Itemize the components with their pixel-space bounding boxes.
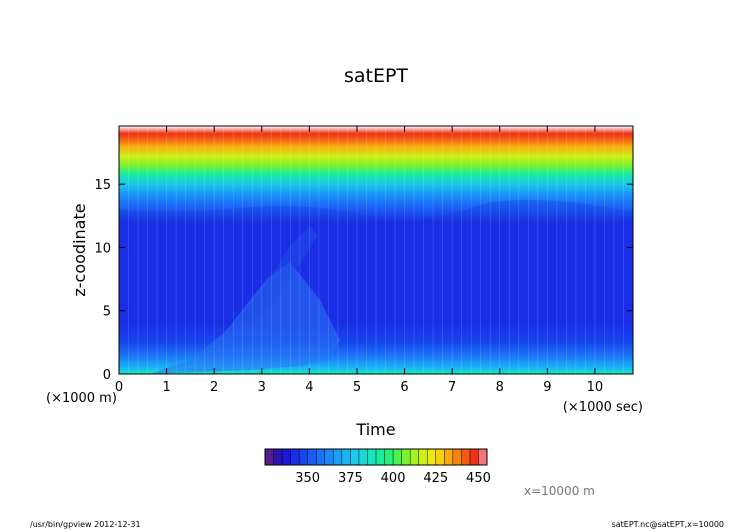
- colorbar-tick-label: 375: [338, 471, 363, 486]
- x-axis: 0 1 2 3 4 5 6 7 8 9 10: [115, 126, 603, 395]
- colorbar-swatch: [350, 449, 360, 465]
- x-tick-label: 4: [305, 380, 313, 395]
- colorbar-swatch: [452, 449, 462, 465]
- x-axis-unit: (×1000 sec): [563, 400, 643, 415]
- footer-right: satEPT.nc@satEPT,x=10000: [612, 520, 724, 529]
- x-tick-label: 3: [258, 380, 266, 395]
- colorbar-swatch: [290, 449, 300, 465]
- y-tick-label: 5: [103, 305, 111, 320]
- updraft-band: [238, 226, 318, 326]
- colorbar-swatch: [358, 449, 368, 465]
- x-tick-label: 6: [400, 380, 408, 395]
- x-tick-label: 7: [448, 380, 456, 395]
- colorbar-tick-label: 350: [295, 471, 320, 486]
- colorbar-swatch: [469, 449, 479, 465]
- colorbar-swatch: [384, 449, 394, 465]
- colorbar-swatch: [273, 449, 283, 465]
- colorbar-swatch: [376, 449, 385, 465]
- x-tick-label: 9: [543, 380, 551, 395]
- colorbar-swatch: [444, 449, 454, 465]
- x-tick-label: 8: [496, 380, 504, 395]
- time-grid-lines: [128, 126, 633, 374]
- colorbar: [264, 448, 488, 466]
- colorbar-ticks: 350 375 400 425 450: [295, 471, 491, 486]
- colorbar-swatch: [307, 449, 317, 465]
- colorbar-swatch: [410, 449, 420, 465]
- colorbar-tick-label: 425: [423, 471, 448, 486]
- tropopause-wave: [119, 199, 633, 220]
- colorbar-swatch: [393, 449, 403, 465]
- plot-frame: [118, 125, 634, 375]
- colorbar-swatch: [461, 449, 471, 465]
- heatmap-field: [119, 126, 633, 374]
- colorbar-swatch: [435, 449, 445, 465]
- x-tick-label: 2: [210, 380, 218, 395]
- footer-left: /usr/bin/gpview 2012-12-31: [30, 520, 141, 529]
- colorbar-swatch: [367, 449, 377, 465]
- colorbar-tick-label: 400: [381, 471, 406, 486]
- colorbar-tick-label: 450: [466, 471, 491, 486]
- x-tick-label: 1: [162, 380, 170, 395]
- colorbar-swatch: [282, 449, 292, 465]
- colorbar-swatch: [316, 449, 326, 465]
- colorbar-swatch: [478, 449, 488, 465]
- colorbar-swatch: [427, 449, 437, 465]
- y-axis-unit: (×1000 m): [46, 391, 117, 406]
- position-annotation: x=10000 m: [524, 484, 595, 498]
- y-axis-label: z-coodinate: [70, 203, 89, 296]
- plot-area: [119, 126, 633, 374]
- y-tick-label: 0: [103, 368, 111, 383]
- colorbar-swatch: [333, 449, 343, 465]
- colorbar-swatch: [401, 449, 411, 465]
- chart-title: satEPT: [344, 65, 408, 87]
- y-tick-label: 10: [94, 241, 111, 256]
- colorbar-swatch: [418, 449, 428, 465]
- x-tick-label: 10: [587, 380, 604, 395]
- y-axis: 0 5 10 15: [94, 178, 633, 383]
- colorbar-swatch: [324, 449, 334, 465]
- x-axis-label: Time: [355, 420, 395, 439]
- x-tick-label: 5: [353, 380, 361, 395]
- colorbar-frame: [264, 448, 488, 466]
- colorbar-swatch: [299, 449, 309, 465]
- colorbar-swatch: [265, 449, 274, 465]
- y-tick-label: 15: [94, 178, 111, 193]
- x-tick-label: 0: [115, 380, 123, 395]
- colorbar-swatch: [341, 449, 351, 465]
